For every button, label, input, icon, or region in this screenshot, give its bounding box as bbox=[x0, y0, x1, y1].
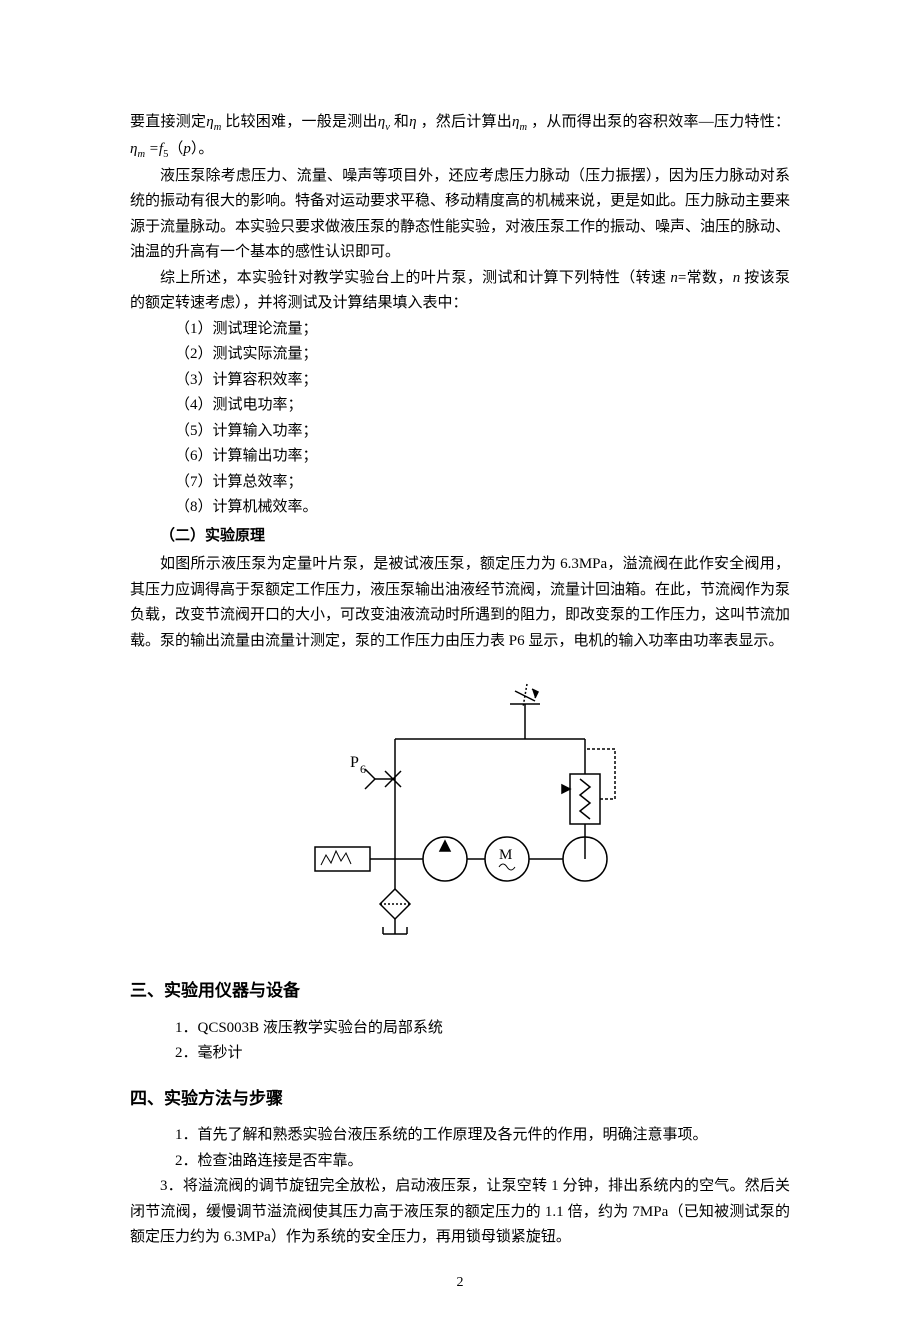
page-number: 2 bbox=[130, 1271, 790, 1295]
text: ，从而得出泵的容积效率—压力特性： bbox=[531, 114, 790, 130]
list-item-1: （1）测试理论流量； bbox=[130, 317, 790, 343]
text: 综上所述，本实验针对教学实验台上的叶片泵，测试和计算下列特性（转速 bbox=[160, 270, 670, 286]
paragraph-2: 液压泵除考虑压力、流量、噪声等项目外，还应考虑压力脉动（压力振摆），因为压力脉动… bbox=[130, 164, 790, 266]
eta-symbol: η bbox=[409, 114, 416, 130]
equipment-1: 1．QCS003B 液压教学实验台的局部系统 bbox=[130, 1016, 790, 1042]
eta-m-sub: m bbox=[214, 122, 222, 133]
text: 和 bbox=[394, 114, 409, 130]
p-var: p bbox=[183, 141, 191, 157]
intro-paragraph-1: 要直接测定ηm 比较困难，一般是测出ηv 和η ，然后计算出ηm ，从而得出泵的… bbox=[130, 110, 790, 164]
text: =常数， bbox=[678, 270, 733, 286]
circuit-svg: P 6 M bbox=[285, 679, 635, 949]
eta-symbol: η bbox=[206, 114, 213, 130]
section-2-title: （二）实验原理 bbox=[130, 524, 790, 550]
step-3: 3．将溢流阀的调节旋钮完全放松，启动液压泵，让泵空转 1 分钟，排出系统内的空气… bbox=[130, 1174, 790, 1251]
list-item-4: （4）测试电功率； bbox=[130, 393, 790, 419]
text: ，然后计算出 bbox=[421, 114, 512, 130]
heading-4: 四、实验方法与步骤 bbox=[130, 1085, 790, 1114]
list-item-3: （3）计算容积效率； bbox=[130, 368, 790, 394]
text: 比较困难，一般是测出 bbox=[225, 114, 377, 130]
svg-text:M: M bbox=[499, 847, 512, 863]
step-2: 2．检查油路连接是否牢靠。 bbox=[130, 1149, 790, 1175]
eta-m-sub: m bbox=[137, 149, 145, 160]
paragraph-3: 综上所述，本实验针对教学实验台上的叶片泵，测试和计算下列特性（转速 n=常数，n… bbox=[130, 266, 790, 317]
svg-text:P: P bbox=[350, 754, 359, 771]
paragraph-4: 如图所示液压泵为定量叶片泵，是被试液压泵，额定压力为 6.3MPa，溢流阀在此作… bbox=[130, 552, 790, 654]
eta-v-sub: v bbox=[385, 122, 390, 133]
text: ）。 bbox=[191, 141, 214, 157]
heading-3: 三、实验用仪器与设备 bbox=[130, 977, 790, 1006]
text: （ bbox=[168, 141, 183, 157]
svg-text:6: 6 bbox=[360, 762, 366, 776]
text: 要直接测定 bbox=[130, 114, 206, 130]
f5: =f bbox=[145, 141, 163, 157]
list-item-8: （8）计算机械效率。 bbox=[130, 495, 790, 521]
list-item-2: （2）测试实际流量； bbox=[130, 342, 790, 368]
list-item-5: （5）计算输入功率； bbox=[130, 419, 790, 445]
list-item-7: （7）计算总效率； bbox=[130, 470, 790, 496]
n-var: n bbox=[733, 270, 745, 286]
list-item-6: （6）计算输出功率； bbox=[130, 444, 790, 470]
equipment-2: 2．毫秒计 bbox=[130, 1041, 790, 1067]
eta-m-sub: m bbox=[519, 122, 527, 133]
step-1: 1．首先了解和熟悉实验台液压系统的工作原理及各元件的作用，明确注意事项。 bbox=[130, 1123, 790, 1149]
n-var: n bbox=[670, 270, 678, 286]
hydraulic-circuit-diagram: P 6 M bbox=[130, 679, 790, 959]
